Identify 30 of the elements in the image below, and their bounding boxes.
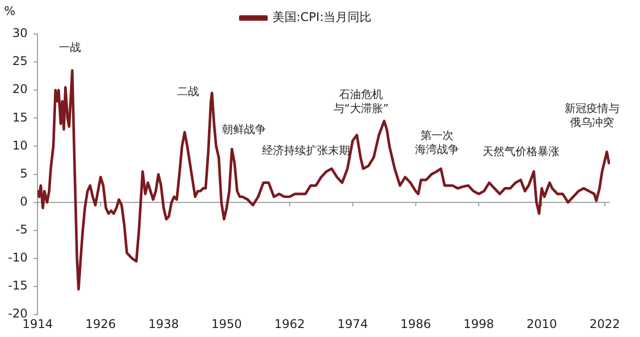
annotation: 新冠疫情与俄乌冲突 xyxy=(564,102,620,129)
y-tick-label: 5 xyxy=(20,166,28,180)
y-tick-label: 15 xyxy=(12,110,28,124)
y-tick-label: 0 xyxy=(20,194,28,208)
x-tick-label: 1950 xyxy=(211,316,242,331)
y-tick-label: -15 xyxy=(8,278,28,293)
x-tick-label: 1986 xyxy=(400,316,431,331)
annotation: 石油危机与“大滞胀” xyxy=(333,88,389,115)
x-tick-label: 1962 xyxy=(274,316,305,331)
annotation: 一战 xyxy=(59,40,81,54)
x-tick-label: 1938 xyxy=(148,316,179,331)
x-tick-label: 1974 xyxy=(337,316,368,331)
y-tick-label: -5 xyxy=(16,222,28,237)
x-tick-label: 1914 xyxy=(22,316,53,331)
annotation: 经济持续扩张末期 xyxy=(262,144,350,157)
x-tick-label: 2010 xyxy=(526,316,558,331)
x-tick-label: 1926 xyxy=(85,316,116,331)
y-axis-title: % xyxy=(4,4,16,18)
annotation: 第一次海湾战争 xyxy=(415,128,459,156)
legend-label: 美国:CPI:当月同比 xyxy=(272,10,372,24)
x-tick-label: 1998 xyxy=(463,316,494,331)
y-tick-label: 10 xyxy=(12,138,28,152)
x-tick-label: 2022 xyxy=(589,316,620,331)
y-tick-label: -10 xyxy=(8,250,28,265)
annotation: 朝鲜战争 xyxy=(222,122,266,136)
y-tick-label: 30 xyxy=(12,26,28,40)
annotation: 天然气价格暴涨 xyxy=(482,144,560,158)
y-tick-label: 20 xyxy=(12,82,28,96)
y-tick-label: 25 xyxy=(12,54,28,68)
annotation: 二战 xyxy=(177,84,199,98)
